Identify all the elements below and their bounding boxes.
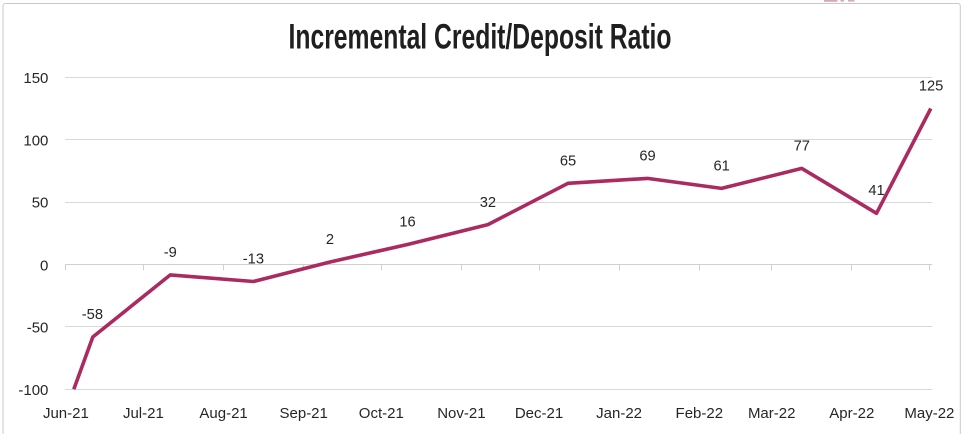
- svg-text:Dec-21: Dec-21: [515, 405, 563, 422]
- svg-text:50: 50: [32, 195, 49, 212]
- svg-text:-58: -58: [82, 307, 103, 323]
- svg-text:61: 61: [714, 158, 730, 174]
- svg-text:16: 16: [399, 214, 415, 230]
- svg-text:65: 65: [560, 153, 576, 169]
- svg-text:32: 32: [480, 195, 496, 211]
- svg-text:Oct-21: Oct-21: [359, 405, 404, 422]
- svg-text:-13: -13: [243, 252, 264, 268]
- svg-text:May-22: May-22: [904, 405, 954, 422]
- svg-text:41: 41: [868, 183, 884, 199]
- svg-text:2: 2: [326, 232, 334, 248]
- svg-text:Incremental Credit/Deposit Rat: Incremental Credit/Deposit Ratio: [289, 18, 672, 57]
- svg-text:-100: -100: [18, 382, 48, 399]
- svg-text:Jan-22: Jan-22: [596, 405, 642, 422]
- svg-text:Mar-22: Mar-22: [748, 405, 796, 422]
- svg-text:0: 0: [40, 257, 48, 274]
- svg-text:Feb-22: Feb-22: [676, 405, 724, 422]
- svg-text:150: 150: [23, 70, 48, 87]
- svg-text:77: 77: [794, 138, 810, 154]
- svg-text:Sep-21: Sep-21: [280, 405, 328, 422]
- svg-text:Jun-21: Jun-21: [43, 405, 89, 422]
- svg-text:125: 125: [919, 79, 944, 95]
- svg-text:100: 100: [23, 132, 48, 149]
- svg-text:Nov-21: Nov-21: [437, 405, 485, 422]
- svg-text:-9: -9: [164, 245, 177, 261]
- svg-text:-50: -50: [27, 320, 49, 337]
- svg-text:Aug-21: Aug-21: [199, 405, 247, 422]
- svg-text:Jul-21: Jul-21: [123, 405, 164, 422]
- svg-text:69: 69: [639, 148, 655, 164]
- svg-text:Apr-22: Apr-22: [829, 405, 874, 422]
